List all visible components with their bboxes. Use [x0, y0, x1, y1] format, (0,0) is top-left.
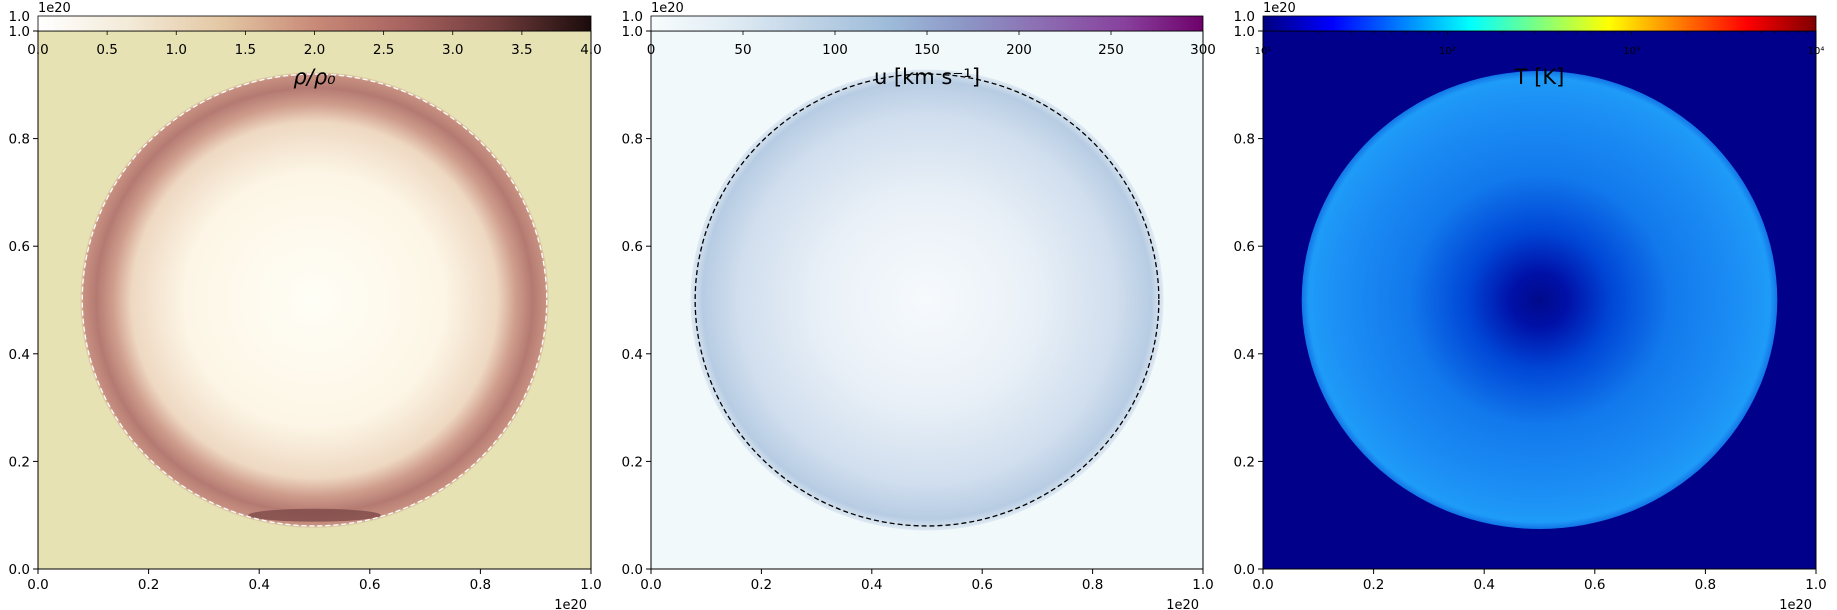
- colorbar-tick-label: 1.5: [235, 42, 256, 58]
- y-tick-label: 0.4: [9, 347, 30, 363]
- colorbar-tick-label: 50: [734, 42, 751, 58]
- colorbar-tick-label: 2.0: [304, 42, 325, 58]
- colorbar-offset-label: 1e20: [651, 1, 684, 16]
- colorbar-tick-label: 100: [822, 42, 848, 58]
- y-tick-label: 0.6: [622, 239, 643, 255]
- colorbar: [1262, 15, 1817, 32]
- x-tick-label: 1.0: [1192, 577, 1213, 593]
- colorbar-tick-label: 10²: [1439, 46, 1456, 57]
- colorbar-tick-label: 4.0: [580, 42, 601, 58]
- y-tick-label: 0.2: [622, 454, 643, 470]
- x-tick-label: 1.0: [580, 577, 601, 593]
- colorbar-tick-label: 0.0: [27, 42, 48, 58]
- panel-title: ρ/ρ₀: [293, 65, 336, 89]
- colorbar-offset-label: 1e20: [1263, 1, 1296, 16]
- colorbar-tick-label: 150: [914, 42, 940, 58]
- colorbar: [37, 15, 592, 32]
- colorbar-tick-label: 10³: [1623, 46, 1640, 57]
- panel-2: 0.0 0.2 0.4 0.6 0.8 1.0 0.0 0.2 0.4 0.6 0.8 1.0 1e20…: [622, 1, 1216, 610]
- colorbar-offset-label: 1e20: [38, 1, 71, 16]
- x-tick-label: 1.0: [1805, 577, 1826, 593]
- y-tick-label: 0.8: [1234, 132, 1255, 148]
- x-tick-label: 0.2: [1363, 577, 1384, 593]
- x-tick-label: 0.0: [27, 577, 48, 593]
- y-tick-label: 1.0: [9, 9, 30, 25]
- x-offset-label: 1e20: [1166, 598, 1199, 610]
- x-tick-label: 0.0: [1252, 577, 1273, 593]
- heatmap-image: [651, 31, 1203, 569]
- panel-title: u [km s⁻¹]: [874, 65, 980, 89]
- shell-radius-dashed-circle: [81, 73, 548, 527]
- colorbar-tick-label: 3.0: [442, 42, 463, 58]
- x-tick-label: 0.8: [470, 577, 491, 593]
- y-tick-label: 0.0: [9, 562, 30, 578]
- y-tick-label: 0.4: [622, 347, 643, 363]
- colorbar-tick-label: 10⁴: [1808, 46, 1825, 57]
- y-tick-label: 0.6: [1234, 239, 1255, 255]
- y-tick-label: 0.8: [9, 132, 30, 148]
- y-tick-label: 0.0: [622, 562, 643, 578]
- x-tick-label: 0.2: [751, 577, 772, 593]
- y-tick-label: 0.4: [1234, 347, 1255, 363]
- colorbar: [650, 15, 1204, 32]
- colorbar-tick-label: 0: [647, 42, 656, 58]
- y-tick-label: 0.0: [1234, 562, 1255, 578]
- y-tick-label: 1.0: [622, 24, 643, 40]
- colorbar-tick-label: 10¹: [1255, 46, 1272, 57]
- x-tick-label: 0.6: [1584, 577, 1605, 593]
- x-tick-label: 0.4: [1473, 577, 1494, 593]
- x-tick-label: 0.8: [1695, 577, 1716, 593]
- colorbar-tick-label: 250: [1098, 42, 1124, 58]
- panel-1: 0.0 0.2 0.4 0.6 0.8 1.0 0.0 0.2 0.4 0.6 0.8 1.0 1e20…: [9, 1, 602, 610]
- y-tick-label: 0.2: [1234, 454, 1255, 470]
- panel-3: 0.0 0.2 0.4 0.6 0.8 1.0 0.0 0.2 0.4 0.6 0.8 1.0 1e20…: [1234, 1, 1827, 610]
- x-offset-label: 1e20: [554, 598, 587, 610]
- panel-title: T [K]: [1514, 65, 1565, 89]
- colorbar-tick-label: 2.5: [373, 42, 394, 58]
- x-tick-label: 0.2: [138, 577, 159, 593]
- y-tick-label: 1.0: [622, 9, 643, 25]
- x-tick-label: 0.6: [971, 577, 992, 593]
- x-tick-label: 0.0: [640, 577, 661, 593]
- colorbar-tick-label: 1.0: [166, 42, 187, 58]
- y-tick-label: 1.0: [1234, 9, 1255, 25]
- colorbar-tick-label: 200: [1006, 42, 1032, 58]
- x-tick-label: 0.4: [248, 577, 269, 593]
- y-tick-label: 0.6: [9, 239, 30, 255]
- colorbar-tick-label: 0.5: [96, 42, 117, 58]
- heatmap-image: [1263, 31, 1816, 569]
- x-offset-label: 1e20: [1779, 598, 1812, 610]
- shell-radius-dashed-circle: [694, 73, 1160, 527]
- x-tick-label: 0.6: [359, 577, 380, 593]
- heatmap-image: [38, 31, 591, 569]
- y-tick-label: 0.8: [622, 132, 643, 148]
- colorbar-tick-label: 3.5: [511, 42, 532, 58]
- y-tick-label: 1.0: [1234, 24, 1255, 40]
- x-tick-label: 0.4: [861, 577, 882, 593]
- y-tick-label: 0.2: [9, 454, 30, 470]
- x-tick-label: 0.8: [1082, 577, 1103, 593]
- y-tick-label: 1.0: [9, 24, 30, 40]
- colorbar-tick-label: 300: [1190, 42, 1216, 58]
